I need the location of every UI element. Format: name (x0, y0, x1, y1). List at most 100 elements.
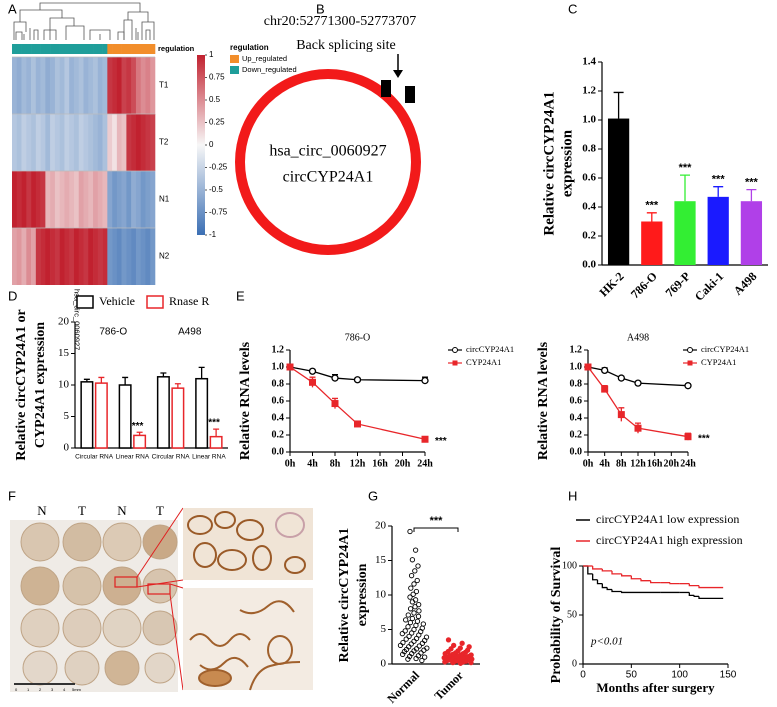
heatmap-cell (59, 114, 65, 171)
bar (80, 381, 94, 449)
x-tick-label: Tumor (431, 668, 466, 703)
exon-block (405, 86, 415, 103)
heatmap-cell (93, 57, 99, 114)
y-tick-label: 0.0 (272, 446, 285, 457)
point (684, 382, 692, 390)
significance: *** (712, 174, 726, 186)
point (413, 655, 419, 662)
circ-rna-ring (235, 69, 421, 255)
colorbar-label: 0.75 (209, 73, 225, 82)
x-tick-label: 20h (395, 458, 411, 469)
point (421, 435, 429, 443)
chart-title: 786-O (345, 332, 371, 343)
error-bar (198, 366, 205, 379)
heatmap-cell (54, 114, 60, 171)
x-tick-label: 0h (285, 458, 296, 469)
y-axis-label: Relative circCYP24A1 (337, 528, 352, 663)
survival-step (621, 573, 632, 577)
significance: *** (430, 515, 444, 527)
point (601, 385, 609, 393)
point (412, 547, 419, 553)
heatmap-cell (16, 114, 22, 171)
heatmap-cell (69, 57, 75, 114)
x-tick-label: 50 (626, 670, 638, 681)
legend-label: Up_regulated (242, 54, 287, 63)
heatmap-cell (78, 171, 84, 228)
heatmap-cell (126, 57, 132, 114)
annotation-cell (88, 44, 94, 54)
x-tick-label: 8h (330, 458, 341, 469)
heatmap-cell (64, 114, 70, 171)
row-label: N1 (159, 195, 170, 204)
heatmap-cell (135, 57, 141, 114)
bar (156, 376, 170, 449)
point (408, 585, 414, 591)
point (411, 581, 417, 587)
heatmap-cell (97, 114, 103, 171)
heatmap-cell (131, 57, 137, 114)
annotation-cell (45, 44, 51, 54)
survival-step (611, 589, 622, 593)
heatmap-cell (145, 171, 151, 228)
panel-label: C (568, 1, 577, 16)
colorbar (197, 55, 205, 235)
survival-step (688, 592, 695, 597)
x-tick-label: HK-2 (596, 269, 626, 299)
heatmap-cell (26, 114, 32, 171)
legend-label: Rnase R (169, 294, 209, 308)
heatmap-cell (97, 228, 103, 285)
y-tick-label: 0.2 (570, 429, 583, 440)
legend-swatch (230, 55, 239, 63)
heatmap-cell (73, 57, 80, 114)
error-bar (713, 186, 724, 197)
heatmap-cell (59, 171, 65, 228)
group-label: A498 (178, 327, 202, 338)
heatmap-cell (50, 171, 56, 228)
point (309, 378, 316, 386)
x-tick-label: Normal (384, 668, 422, 706)
y-tick-label: 0.2 (582, 230, 596, 242)
heatmap-cell (107, 57, 113, 114)
column-label: T (156, 503, 164, 518)
point (405, 624, 411, 630)
y-tick-label: 1.4 (582, 56, 596, 68)
heatmap-cell (16, 228, 22, 285)
heatmap-cell (135, 228, 141, 285)
point (402, 628, 408, 634)
locus-label: chr20:52771300-52773707 (264, 14, 416, 29)
point (407, 619, 414, 626)
x-tick-label: 786-O (628, 269, 660, 301)
scale-label: 4 (63, 687, 66, 692)
heatmap-cell (12, 228, 18, 285)
point (684, 433, 692, 441)
x-tick-label: 16h (372, 458, 388, 469)
y-tick-label: 0 (381, 658, 387, 670)
point (457, 660, 464, 666)
y-tick-label: 0.0 (582, 259, 596, 271)
heatmap-cell (21, 228, 27, 285)
heatmap-cell (145, 57, 151, 114)
x-tick-label: 100 (671, 670, 688, 681)
y-tick-label: 15 (58, 347, 70, 359)
heatmap-cell (150, 171, 156, 228)
y-tick-label: 10 (58, 379, 70, 391)
heatmap-cell (35, 171, 41, 228)
point (286, 363, 294, 371)
heatmap-cell (69, 114, 75, 171)
x-tick-label: 24h (417, 458, 433, 469)
x-tick-label: A498 (731, 269, 760, 298)
point (584, 363, 592, 371)
heatmap-cell (140, 114, 146, 171)
heatmap-cell (54, 171, 60, 228)
heatmap-cell (116, 57, 122, 114)
annotation-cell (69, 44, 75, 54)
scale-label: 5mm (72, 687, 82, 692)
annotation-cell (73, 44, 80, 54)
scale-label: 2 (39, 687, 42, 692)
survival-step (669, 582, 680, 585)
bar (118, 384, 132, 449)
point (459, 640, 465, 646)
bar (707, 196, 729, 265)
x-tick-label: Linear RNA (116, 454, 150, 461)
